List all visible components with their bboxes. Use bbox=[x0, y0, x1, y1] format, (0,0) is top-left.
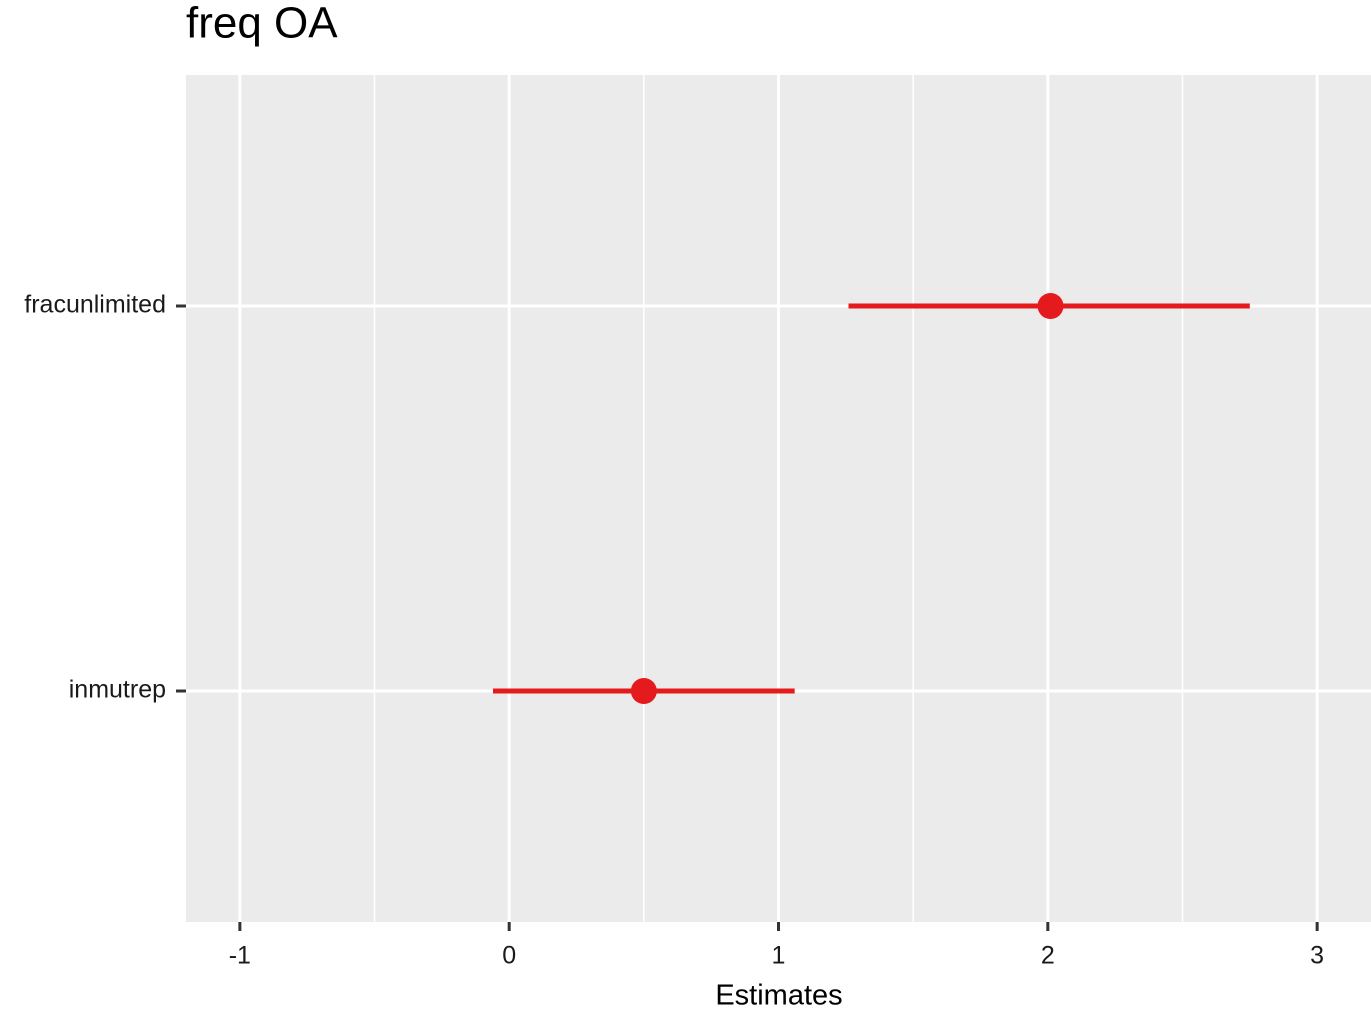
chart-title: freq OA bbox=[186, 0, 338, 48]
x-tick-label: 1 bbox=[772, 942, 786, 970]
x-tick-label: 3 bbox=[1310, 942, 1324, 970]
x-tick-label: 2 bbox=[1041, 942, 1055, 970]
point-estimate bbox=[630, 678, 657, 704]
x-axis-title: Estimates bbox=[715, 980, 842, 1009]
x-tick-label: 0 bbox=[502, 942, 516, 970]
y-tick-label: fracunlimited bbox=[24, 291, 166, 319]
point-estimate bbox=[1037, 293, 1064, 319]
y-tick-label: inmutrep bbox=[69, 676, 166, 704]
x-tick-label: -1 bbox=[229, 942, 251, 970]
